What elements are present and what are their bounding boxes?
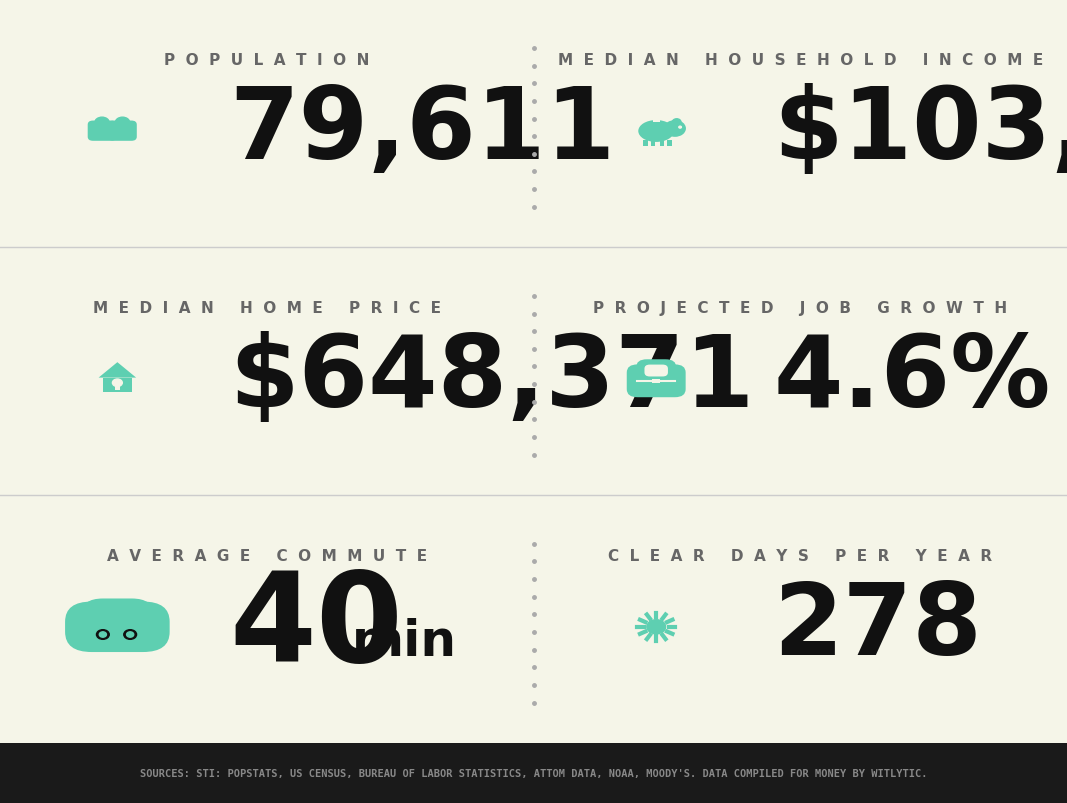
Circle shape	[95, 118, 109, 129]
Polygon shape	[98, 363, 137, 378]
Text: min: min	[352, 618, 457, 666]
FancyBboxPatch shape	[81, 599, 154, 639]
FancyBboxPatch shape	[636, 360, 676, 381]
FancyBboxPatch shape	[626, 365, 686, 397]
Text: 4.6%: 4.6%	[774, 331, 1051, 428]
Circle shape	[112, 380, 123, 387]
Bar	[653, 121, 659, 123]
FancyBboxPatch shape	[108, 121, 137, 141]
Bar	[659, 141, 664, 147]
Text: A  V  E  R  A  G  E     C  O  M  M  U  T  E: A V E R A G E C O M M U T E	[107, 548, 427, 563]
Bar	[115, 383, 120, 391]
Circle shape	[115, 118, 130, 129]
Circle shape	[127, 632, 133, 638]
Circle shape	[672, 120, 681, 126]
Circle shape	[679, 127, 682, 129]
Text: C  L  E  A  R     D  A  Y  S     P  E  R     Y  E  A  R: C L E A R D A Y S P E R Y E A R	[608, 548, 992, 563]
Text: P  R  O  J  E  C  T  E  D     J  O  B     G  R  O  W  T  H: P R O J E C T E D J O B G R O W T H	[593, 300, 1007, 316]
FancyBboxPatch shape	[65, 601, 170, 652]
Circle shape	[96, 630, 109, 639]
FancyBboxPatch shape	[644, 365, 668, 377]
Bar	[667, 141, 671, 147]
Bar	[102, 378, 132, 392]
Text: SOURCES: STI: POPSTATS, US CENSUS, BUREAU OF LABOR STATISTICS, ATTOM DATA, NOAA,: SOURCES: STI: POPSTATS, US CENSUS, BUREA…	[140, 768, 927, 778]
Circle shape	[647, 620, 666, 634]
Circle shape	[124, 630, 137, 639]
Ellipse shape	[638, 121, 674, 143]
Text: $103,775: $103,775	[774, 84, 1067, 180]
Text: $648,371: $648,371	[229, 331, 754, 428]
Circle shape	[99, 632, 107, 638]
Text: 40: 40	[229, 567, 403, 687]
Text: P  O  P  U  L  A  T  I  O  N: P O P U L A T I O N	[164, 53, 369, 67]
Circle shape	[665, 121, 685, 137]
Bar	[0, 743, 1067, 803]
FancyBboxPatch shape	[87, 121, 116, 141]
Text: M  E  D  I  A  N     H  O  U  S  E  H  O  L  D     I  N  C  O  M  E: M E D I A N H O U S E H O L D I N C O M …	[558, 53, 1042, 67]
Text: 79,611: 79,611	[229, 84, 616, 180]
Bar	[643, 141, 648, 147]
Text: 278: 278	[774, 579, 983, 675]
Bar	[651, 141, 655, 147]
Bar	[652, 379, 660, 383]
Text: M  E  D  I  A  N     H  O  M  E     P  R  I  C  E: M E D I A N H O M E P R I C E	[93, 300, 441, 316]
